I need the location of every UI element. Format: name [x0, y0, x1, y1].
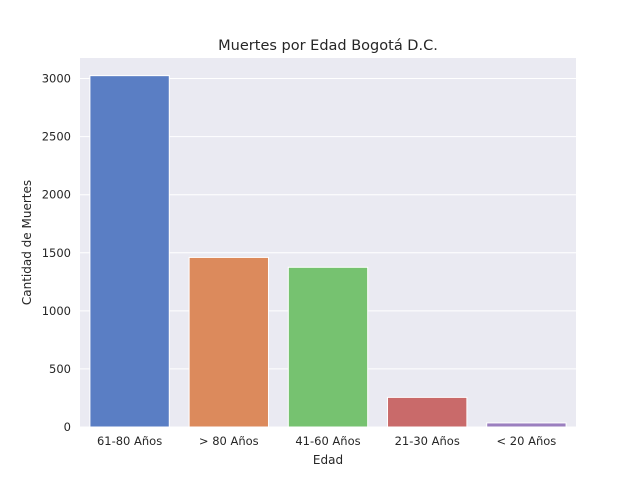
- y-tick-label: 2000: [42, 188, 71, 202]
- x-tick-label: 41-60 Años: [295, 434, 360, 448]
- bar: [486, 422, 567, 428]
- x-axis-label: Edad: [313, 453, 343, 467]
- x-tick-labels: 61-80 Años > 80 Años 41-60 Años 21-30 Años <…: [97, 434, 556, 448]
- y-tick-label: 2500: [42, 130, 71, 144]
- bar: [287, 266, 369, 428]
- y-tick-label: 0: [64, 420, 71, 434]
- x-tick-label: < 20 Años: [497, 434, 557, 448]
- chart-title: Muertes por Edad Bogotá D.C.: [218, 38, 438, 54]
- x-tick-label: > 80 Años: [199, 434, 259, 448]
- y-tick-label: 1500: [42, 246, 71, 260]
- y-tick-labels: 0 500 1000 1500 2000 2500 3000: [42, 72, 71, 434]
- bar: [89, 75, 170, 428]
- bar: [387, 396, 468, 428]
- y-tick-label: 500: [49, 362, 71, 376]
- bar: [188, 256, 269, 428]
- bars: [89, 75, 567, 428]
- y-tick-label: 1000: [42, 304, 71, 318]
- y-tick-label: 3000: [42, 72, 71, 86]
- x-tick-label: 21-30 Años: [395, 434, 460, 448]
- x-tick-label: 61-80 Años: [97, 434, 162, 448]
- y-axis-label: Cantidad de Muertes: [20, 180, 34, 305]
